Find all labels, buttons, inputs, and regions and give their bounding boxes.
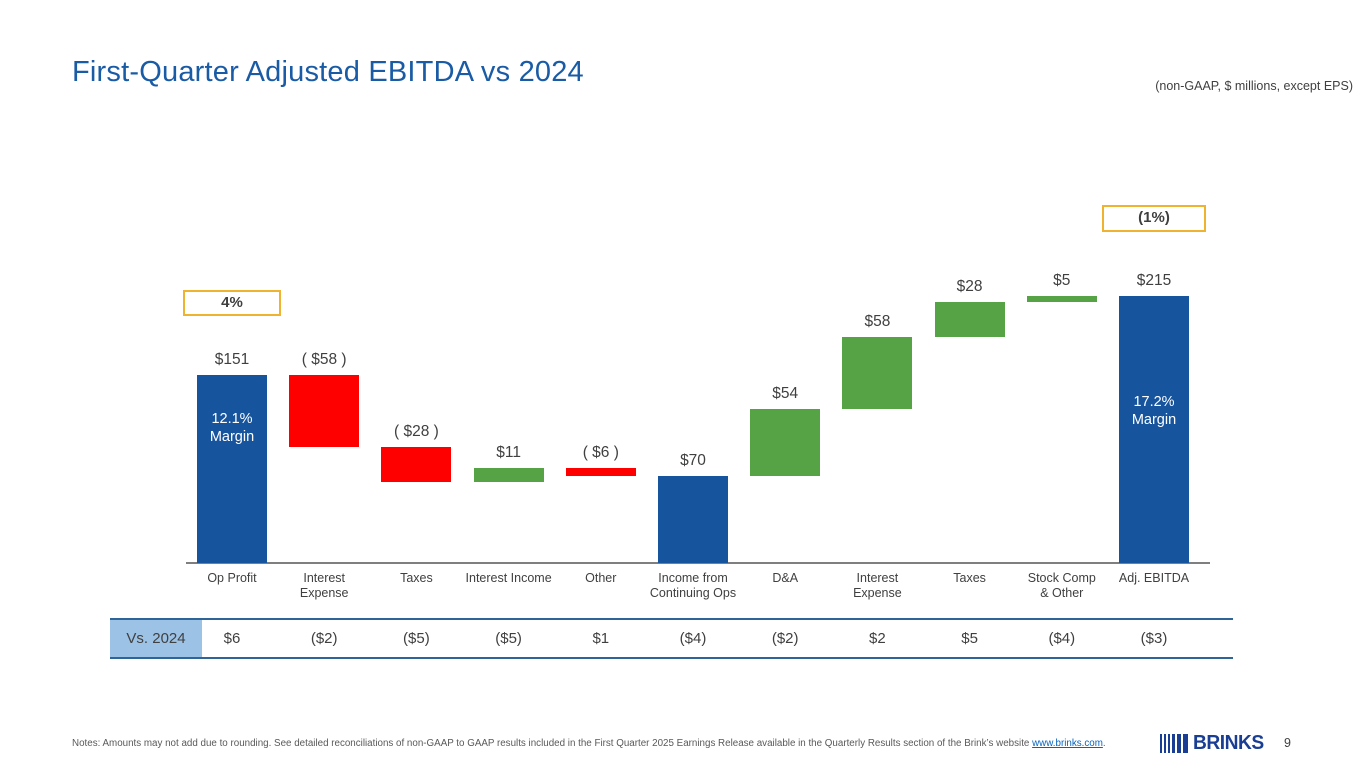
waterfall-bar <box>842 336 913 409</box>
brinks-logo-text: BRINKS <box>1193 732 1264 754</box>
bar-value-label: ( $58 ) <box>301 351 347 369</box>
bar-value-label: $58 <box>864 312 891 330</box>
table-cell-value: ($2) <box>310 630 338 647</box>
table-cell-value: ($3) <box>1140 630 1168 647</box>
category-label: Interest Income <box>465 571 552 585</box>
bar-value-label: $151 <box>214 351 250 369</box>
waterfall-bar <box>750 408 821 476</box>
bar-inner-label: 12.1% Margin <box>209 411 255 446</box>
table-cell-value: $5 <box>961 630 978 647</box>
waterfall-bar <box>934 301 1005 337</box>
category-label: Other <box>585 571 617 585</box>
category-label: Op Profit <box>207 571 257 585</box>
footnotes-period: . <box>1102 738 1106 749</box>
percent-badge: 4% <box>183 290 281 316</box>
waterfall-bar <box>565 468 636 476</box>
percent-badge: (1%) <box>1102 205 1206 232</box>
table-cell-value: ($4) <box>679 630 707 647</box>
bar-value-label: $215 <box>1136 271 1172 289</box>
brinks-logo-bars-icon <box>1160 734 1190 753</box>
waterfall-bar <box>197 375 267 563</box>
category-label: Taxes <box>400 571 433 585</box>
category-label: Interest Expense <box>299 571 349 600</box>
vs-2024-row-header: Vs. 2024 <box>110 620 202 657</box>
waterfall-bar <box>381 447 452 483</box>
category-label: Taxes <box>953 571 986 585</box>
category-label: D&A <box>772 571 799 585</box>
waterfall-bar <box>1026 295 1097 302</box>
footnotes-text: Notes: Amounts may not add due to roundi… <box>72 738 1033 749</box>
waterfall-bar <box>289 375 360 448</box>
page-title: First-Quarter Adjusted EBITDA vs 2024 <box>72 56 584 88</box>
bar-value-label: $28 <box>956 277 983 295</box>
category-label: Stock Comp & Other <box>1027 571 1096 600</box>
table-cell-value: ($5) <box>403 630 430 647</box>
table-cell-value: $6 <box>223 630 241 647</box>
waterfall-bar <box>1119 295 1189 563</box>
category-label: Adj. EBITDA <box>1118 571 1190 585</box>
units-subtitle: (non-GAAP, $ millions, except EPS) <box>1155 79 1353 93</box>
table-cell-value: ($5) <box>495 630 522 647</box>
table-cell-value: ($4) <box>1048 630 1076 647</box>
footnotes: Notes: Amounts may not add due to roundi… <box>72 738 1152 749</box>
bar-inner-label: 17.2% Margin <box>1131 393 1177 428</box>
bar-value-label: $5 <box>1053 271 1071 289</box>
vs-2024-table: Vs. 2024 <box>110 618 1233 659</box>
table-cell-value: ($2) <box>771 630 799 647</box>
category-label: Interest Expense <box>853 571 902 600</box>
table-cell-value: $2 <box>869 630 886 647</box>
category-label: Income from Continuing Ops <box>649 571 737 600</box>
table-cell-value: $1 <box>592 630 610 647</box>
page-number: 9 <box>1284 736 1291 750</box>
bar-value-label: $54 <box>772 384 799 402</box>
brinks-website-link[interactable]: www.brinks.com <box>1032 738 1103 749</box>
bar-value-label: ( $6 ) <box>582 444 619 462</box>
bar-value-label: $70 <box>680 451 706 469</box>
waterfall-bar <box>658 475 728 563</box>
brinks-logo: BRINKS <box>1160 732 1267 754</box>
waterfall-bar <box>473 468 544 483</box>
bar-value-label: $11 <box>496 444 521 462</box>
bar-value-label: ( $28 ) <box>393 423 439 441</box>
